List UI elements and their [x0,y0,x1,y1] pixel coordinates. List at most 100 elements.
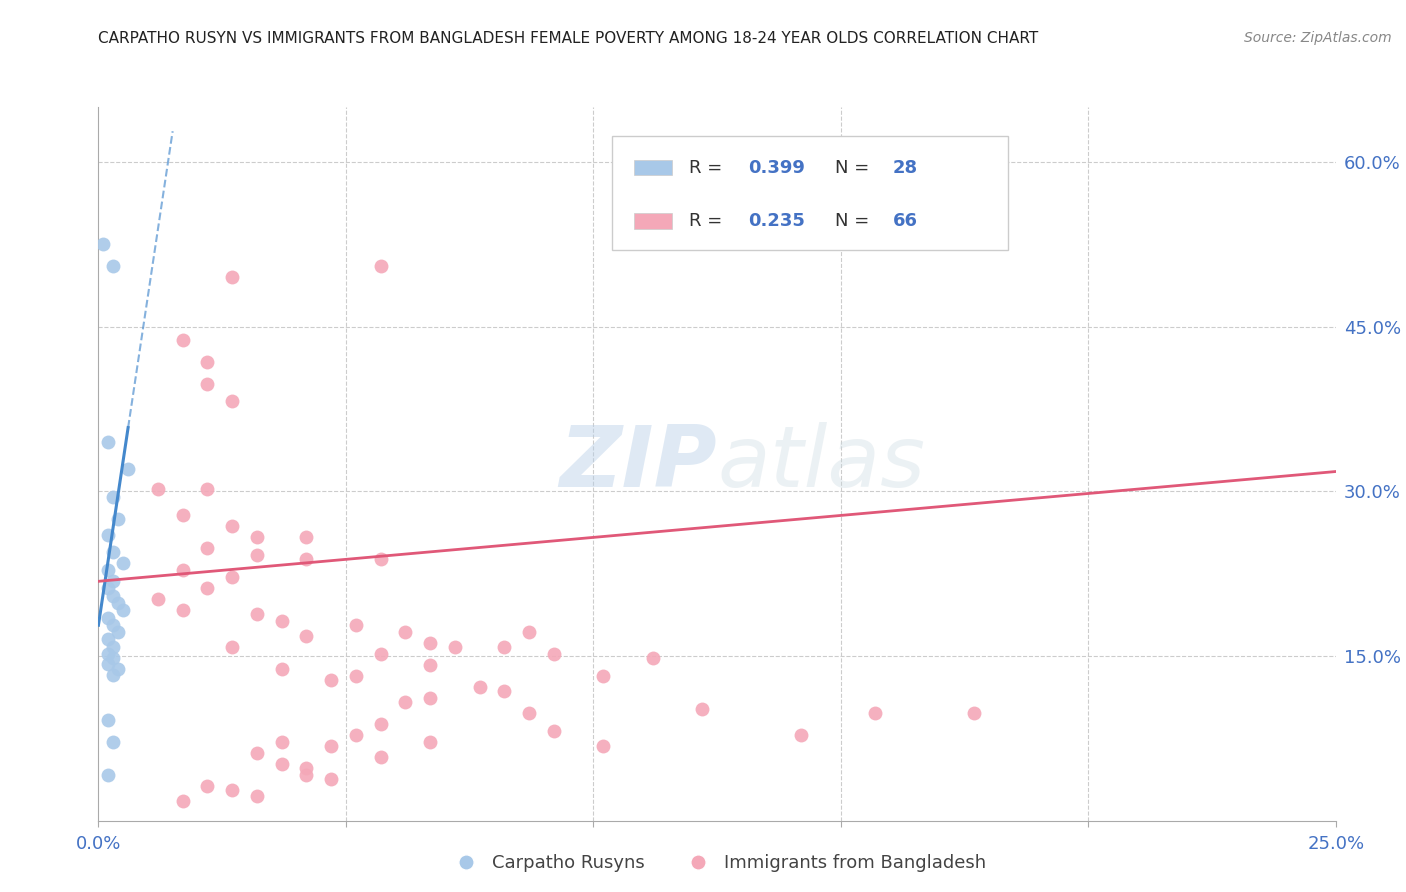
Point [394,624,416,639]
Point [195,376,218,391]
Point [419,734,441,748]
Point [370,552,392,566]
Legend: Carpatho Rusyns, Immigrants from Bangladesh: Carpatho Rusyns, Immigrants from Banglad… [441,847,993,880]
Point [246,607,269,622]
Point [97,647,120,661]
Point [97,528,120,542]
Point [319,673,342,687]
Point [112,603,135,617]
Point [221,640,243,655]
Point [295,761,318,775]
Point [543,723,565,738]
Point [103,259,125,273]
FancyBboxPatch shape [612,136,1008,250]
Point [221,570,243,584]
Point [443,640,465,655]
Point [246,746,269,760]
Point [103,734,125,748]
Text: 66: 66 [893,212,918,230]
Point [865,706,887,720]
Point [419,636,441,650]
Point [195,482,218,496]
Point [394,695,416,709]
Point [97,713,120,727]
Text: 28: 28 [893,159,918,177]
Point [641,651,664,665]
Point [107,596,129,610]
Point [517,624,540,639]
Point [172,333,194,347]
Point [172,563,194,577]
Bar [634,213,672,229]
Point [370,259,392,273]
Point [295,629,318,643]
Point [344,669,367,683]
Text: R =: R = [689,159,727,177]
Text: N =: N = [835,212,875,230]
Point [221,783,243,797]
Point [146,482,169,496]
Point [370,647,392,661]
Point [344,728,367,742]
Text: 0.235: 0.235 [748,212,804,230]
Point [246,789,269,804]
Point [93,237,115,252]
Point [97,434,120,449]
Point [592,739,614,753]
Point [103,589,125,603]
Point [103,490,125,504]
Point [103,651,125,665]
Point [195,541,218,556]
Point [270,614,292,628]
Text: 0.399: 0.399 [748,159,804,177]
Point [107,624,129,639]
Point [117,462,139,476]
Point [97,767,120,781]
Point [319,739,342,753]
Text: CARPATHO RUSYN VS IMMIGRANTS FROM BANGLADESH FEMALE POVERTY AMONG 18-24 YEAR OLD: CARPATHO RUSYN VS IMMIGRANTS FROM BANGLA… [98,31,1039,46]
Point [295,552,318,566]
Point [221,394,243,409]
Point [221,270,243,285]
Point [344,618,367,632]
Point [172,794,194,808]
Point [246,530,269,544]
Point [270,662,292,676]
Point [103,640,125,655]
Point [270,756,292,771]
Point [97,563,120,577]
Point [246,548,269,562]
Text: Source: ZipAtlas.com: Source: ZipAtlas.com [1244,31,1392,45]
Point [103,667,125,681]
Text: R =: R = [689,212,727,230]
Point [319,772,342,786]
Text: N =: N = [835,159,875,177]
Point [195,355,218,369]
Point [107,662,129,676]
Point [172,508,194,523]
Point [592,669,614,683]
Point [195,779,218,793]
Point [543,647,565,661]
Point [370,750,392,764]
Point [146,591,169,606]
Text: ZIP: ZIP [560,422,717,506]
Y-axis label: Female Poverty Among 18-24 Year Olds: Female Poverty Among 18-24 Year Olds [0,300,8,628]
Point [419,690,441,705]
Point [295,767,318,781]
Point [690,701,713,715]
Point [494,640,516,655]
Point [172,603,194,617]
Point [494,684,516,698]
Point [97,581,120,595]
Point [221,519,243,533]
Point [97,610,120,624]
Point [103,618,125,632]
Point [517,706,540,720]
Point [419,657,441,672]
Point [97,657,120,671]
Point [195,581,218,595]
Point [103,544,125,558]
Point [295,530,318,544]
Point [370,717,392,731]
